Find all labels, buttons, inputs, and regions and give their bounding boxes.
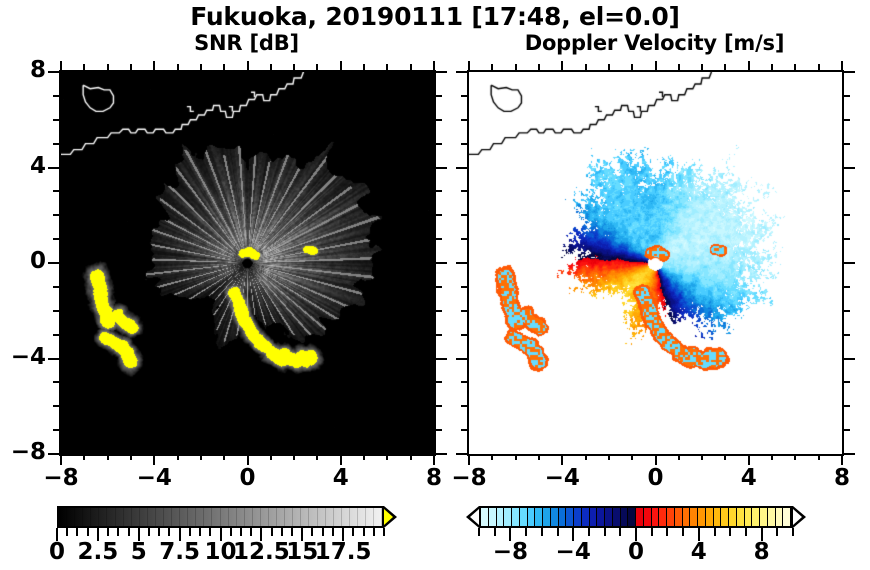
snr-colorbar-major-tick [301, 528, 304, 541]
snr-colorbar-minor-tick [372, 528, 375, 536]
doppler-plot-area[interactable] [467, 70, 844, 456]
doppler-colorbar-minor-tick [493, 528, 496, 536]
doppler-colorbar-label: 8 [753, 539, 770, 565]
snr-colorbar-minor-tick [127, 528, 130, 536]
snr-colorbar-minor-tick [321, 528, 324, 536]
snr-plot-area[interactable] [59, 70, 436, 456]
doppler-colorbar-major-tick [509, 528, 512, 541]
doppler-colorbar-minor-tick [525, 528, 528, 536]
doppler-colorbar-minor-tick [744, 528, 747, 536]
doppler-colorbar-minor-tick [619, 528, 622, 536]
doppler-colorbar-minor-tick [587, 528, 590, 536]
snr-colorbar-major-tick [56, 528, 58, 541]
snr-colorbar-major-tick [178, 528, 181, 541]
snr-colorbar-major-tick [342, 528, 345, 541]
doppler-colorbar-label: 0 [627, 539, 644, 565]
snr-colorbar-major-tick [137, 528, 140, 541]
snr-colorbar-gradient [57, 506, 384, 528]
snr-colorbar-minor-tick [107, 528, 110, 536]
snr-colorbar-minor-tick [383, 528, 385, 536]
snr-colorbar-label: 7.5 [159, 539, 200, 565]
snr-colorbar-minor-tick [270, 528, 273, 536]
snr-colorbar-minor-tick [66, 528, 69, 536]
doppler-radar-image [469, 72, 842, 454]
snr-colorbar-minor-tick [239, 528, 242, 536]
snr-colorbar-minor-tick [352, 528, 355, 536]
snr-colorbar-label: 10 [204, 539, 237, 565]
doppler-colorbar-over-arrow-fill [793, 509, 802, 525]
doppler-colorbar-minor-tick [713, 528, 716, 536]
doppler-colorbar-minor-tick [666, 528, 669, 536]
doppler-colorbar-minor-tick [478, 528, 480, 536]
doppler-colorbar-under-arrow-fill [470, 509, 479, 525]
snr-colorbar-minor-tick [291, 528, 294, 536]
snr-colorbar-minor-tick [229, 528, 232, 536]
doppler-colorbar-label: 4 [690, 539, 707, 565]
snr-colorbar-major-tick [260, 528, 263, 541]
doppler-colorbar[interactable] [466, 506, 806, 530]
doppler-colorbar-minor-tick [776, 528, 779, 536]
snr-colorbar-label: 0 [48, 539, 65, 565]
snr-colorbar-minor-tick [76, 528, 79, 536]
snr-colorbar-label: 17.5 [314, 539, 372, 565]
snr-colorbar-minor-tick [199, 528, 202, 536]
doppler-colorbar-minor-tick [650, 528, 653, 536]
snr-colorbar[interactable] [57, 506, 397, 530]
doppler-colorbar-major-tick [635, 528, 637, 541]
snr-colorbar-minor-tick [188, 528, 191, 536]
snr-colorbar-minor-tick [117, 528, 120, 536]
snr-colorbar-minor-tick [280, 528, 283, 536]
snr-colorbar-minor-tick [362, 528, 365, 536]
doppler-colorbar-major-tick [572, 528, 575, 541]
snr-colorbar-minor-tick [147, 528, 150, 536]
snr-radar-image [61, 72, 434, 454]
snr-colorbar-label: 12.5 [233, 539, 290, 565]
snr-colorbar-minor-tick [86, 528, 89, 536]
figure-title: Fukuoka, 20190111 [17:48, el=0.0] [190, 2, 680, 31]
snr-colorbar-label: 5 [130, 539, 147, 565]
snr-colorbar-major-tick [96, 528, 99, 541]
doppler-colorbar-minor-tick [682, 528, 685, 536]
doppler-colorbar-minor-tick [540, 528, 543, 536]
snr-colorbar-major-tick [219, 528, 222, 541]
snr-colorbar-minor-tick [168, 528, 171, 536]
snr-colorbar-minor-tick [158, 528, 161, 536]
doppler-colorbar-major-tick [760, 528, 763, 541]
snr-colorbar-minor-tick [311, 528, 314, 536]
doppler-panel-title: Doppler Velocity [m/s] [524, 31, 785, 55]
doppler-colorbar-gradient [479, 506, 793, 528]
snr-colorbar-minor-tick [331, 528, 334, 536]
snr-colorbar-over-arrow-fill [384, 509, 393, 525]
doppler-colorbar-minor-tick [792, 528, 794, 536]
doppler-colorbar-minor-tick [603, 528, 606, 536]
snr-colorbar-label: 15 [286, 539, 319, 565]
doppler-colorbar-label: −8 [492, 539, 529, 565]
doppler-colorbar-label: −4 [555, 539, 591, 565]
snr-colorbar-minor-tick [250, 528, 253, 536]
doppler-colorbar-major-tick [697, 528, 700, 541]
snr-colorbar-minor-tick [209, 528, 212, 536]
doppler-colorbar-minor-tick [556, 528, 559, 536]
snr-panel-title: SNR [dB] [194, 31, 299, 55]
doppler-colorbar-minor-tick [729, 528, 732, 536]
snr-colorbar-label: 2.5 [77, 539, 119, 565]
